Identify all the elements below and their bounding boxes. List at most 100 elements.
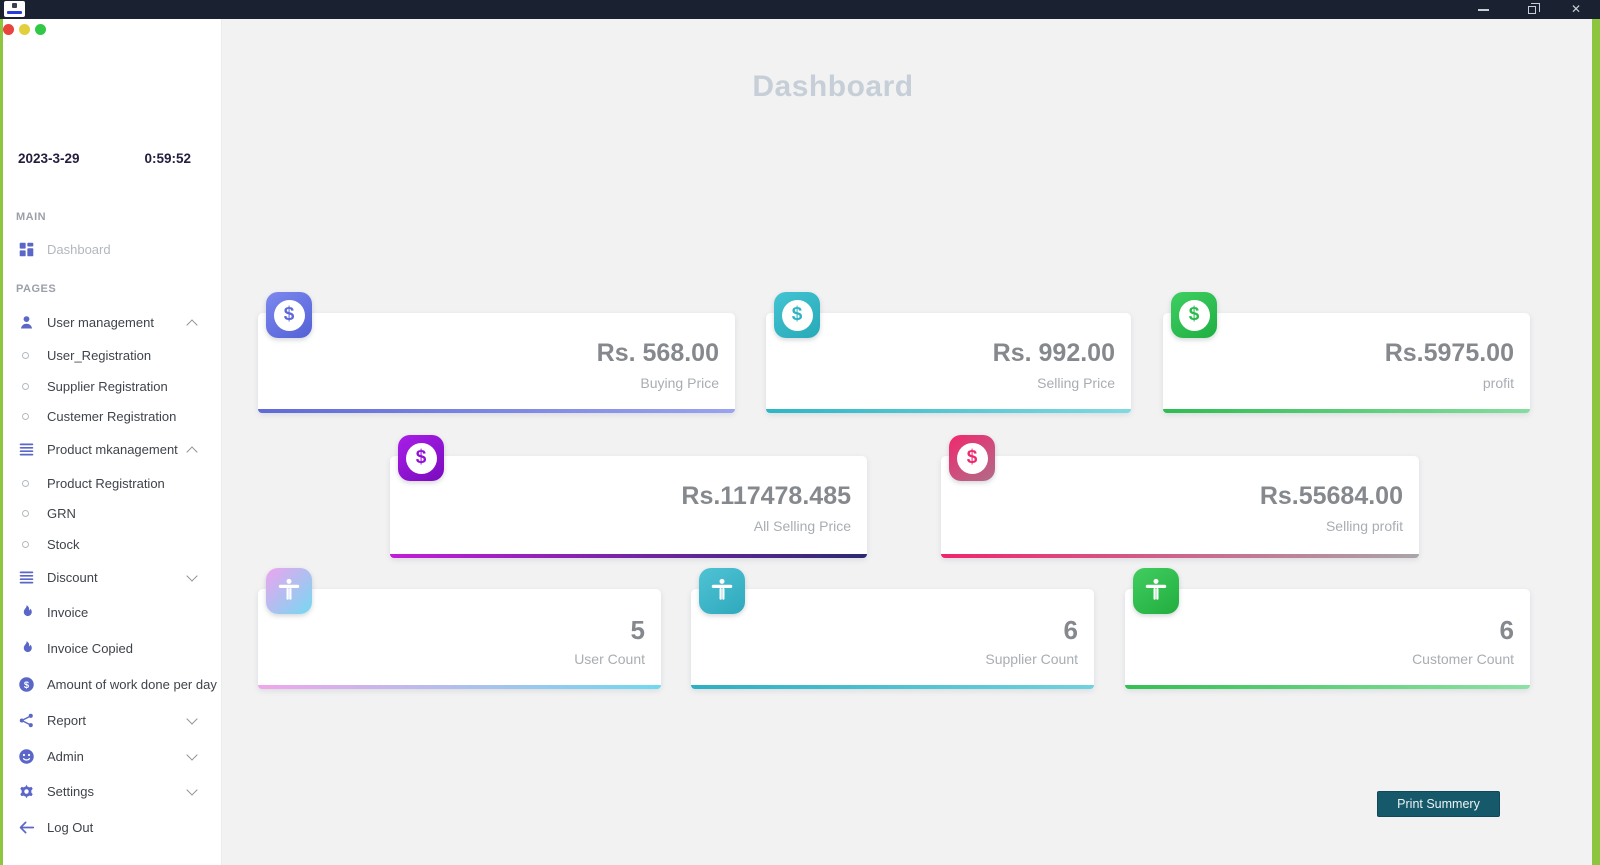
card-accent-underline: [691, 685, 1094, 689]
face-icon: [18, 748, 35, 765]
sidebar-item-settings[interactable]: Settings: [0, 777, 222, 805]
stat-label: User Count: [574, 651, 645, 667]
radio-circle-icon: [22, 479, 29, 487]
print-summary-button[interactable]: Print Summery: [1377, 791, 1500, 817]
stat-card-selling-profit: $ Rs.55684.00 Selling profit: [941, 435, 1419, 558]
stat-card-supplier-count: 6 Supplier Count: [691, 568, 1094, 689]
svg-text:$: $: [24, 679, 30, 689]
stat-card-profit: $ Rs.5975.00 profit: [1163, 292, 1530, 413]
chevron-up-icon: [188, 443, 200, 455]
sidebar-item-label: User_Registration: [47, 347, 152, 363]
close-icon: ✕: [1570, 2, 1582, 16]
flame-icon: [18, 640, 35, 657]
sidebar-item-log-out[interactable]: Log Out: [0, 813, 222, 841]
page-title: Dashboard: [752, 70, 914, 103]
sidebar-item-custemer-registration[interactable]: Custemer Registration: [0, 402, 222, 430]
stat-value: Rs.55684.00: [1259, 482, 1403, 510]
stat-label: All Selling Price: [753, 518, 851, 534]
traffic-light-yellow-icon[interactable]: [19, 24, 30, 35]
sidebar-item-label: Discount: [47, 569, 98, 585]
section-label-main: MAIN: [16, 211, 47, 223]
list-icon: [18, 441, 35, 458]
share-icon: [18, 712, 35, 729]
maximize-button[interactable]: [1517, 0, 1547, 19]
dollar-circle-icon: $: [18, 676, 35, 693]
traffic-light-green-icon[interactable]: [35, 24, 46, 35]
dollar-badge-icon: $: [949, 435, 995, 481]
sidebar-item-report[interactable]: Report: [0, 706, 222, 734]
maximize-icon: [1528, 2, 1540, 14]
stat-value: 6: [1063, 615, 1078, 645]
dollar-badge-icon: $: [774, 292, 820, 338]
stat-card-customer-count: 6 Customer Count: [1125, 568, 1530, 689]
sidebar-item-label: Log Out: [47, 819, 94, 835]
dashboard-grid-icon: [18, 241, 35, 258]
sidebar-item-invoice[interactable]: Invoice: [0, 598, 222, 626]
dollar-glyph: $: [415, 447, 427, 468]
sidebar-item-label: Report: [47, 712, 87, 728]
sidebar-item-label: Invoice Copied: [47, 640, 133, 656]
person-badge-icon: [1133, 568, 1179, 614]
card-accent-underline: [766, 409, 1131, 413]
stat-label: Supplier Count: [985, 651, 1078, 667]
sidebar-item-label: Supplier Registration: [47, 378, 168, 394]
sidebar-item-admin[interactable]: Admin: [0, 742, 222, 770]
card-accent-underline: [1163, 409, 1530, 413]
titlebar: ✕: [0, 0, 1600, 19]
stat-value: Rs. 568.00: [596, 339, 719, 367]
chevron-down-icon: [188, 714, 200, 726]
sidebar-item-label: Admin: [47, 748, 84, 764]
stat-card-selling-price: $ Rs. 992.00 Selling Price: [766, 292, 1131, 413]
sidebar-item-grn[interactable]: GRN: [0, 499, 222, 527]
stat-card-user-count: 5 User Count: [258, 568, 661, 689]
sidebar-item-user-registration[interactable]: User_Registration: [0, 341, 222, 369]
date-label: 2023-3-29: [18, 151, 80, 166]
app-logo-mark: [12, 3, 17, 8]
time-label: 0:59:52: [144, 151, 191, 166]
stat-label: Selling profit: [1325, 518, 1403, 534]
minimize-button[interactable]: [1468, 0, 1498, 19]
sidebar-item-stock[interactable]: Stock: [0, 530, 222, 558]
sidebar-item-invoice-copied[interactable]: Invoice Copied: [0, 634, 222, 662]
radio-circle-icon: [22, 382, 29, 390]
chevron-up-icon: [188, 316, 200, 328]
sidebar-item-dashboard[interactable]: Dashboard: [0, 235, 222, 263]
list-icon: [18, 569, 35, 586]
dollar-badge-icon: $: [1171, 292, 1217, 338]
gear-icon: [18, 783, 35, 800]
stat-card-buying-price: $ Rs. 568.00 Buying Price: [258, 292, 735, 413]
sidebar-item-product-registration[interactable]: Product Registration: [0, 469, 222, 497]
stat-label: profit: [1482, 375, 1514, 391]
sidebar-item-label: Dashboard: [47, 241, 111, 257]
desktop-edge-right: [1592, 19, 1600, 865]
card-accent-underline: [390, 554, 867, 558]
person-badge-icon: [699, 568, 745, 614]
sidebar-item-label: Settings: [47, 783, 94, 799]
stat-value: Rs.5975.00: [1384, 339, 1514, 367]
sidebar: 2023-3-29 0:59:52 MAIN Dashboard PAGES U…: [0, 19, 222, 865]
radio-circle-icon: [22, 509, 29, 517]
sidebar-item-user-management[interactable]: User management: [0, 308, 222, 336]
sidebar-item-label: User management: [47, 314, 154, 330]
sidebar-item-label: Stock: [47, 536, 80, 552]
chevron-down-icon: [188, 785, 200, 797]
sidebar-item-label: Custemer Registration: [47, 408, 177, 424]
dollar-glyph: $: [283, 304, 295, 325]
chevron-down-icon: [188, 750, 200, 762]
sidebar-item-supplier-registration[interactable]: Supplier Registration: [0, 372, 222, 400]
flame-icon: [18, 604, 35, 621]
close-button[interactable]: ✕: [1561, 0, 1591, 19]
stat-value: 6: [1499, 615, 1514, 645]
dollar-glyph: $: [966, 447, 978, 468]
sidebar-item-label: GRN: [47, 505, 76, 521]
traffic-light-red-icon[interactable]: [3, 24, 14, 35]
sidebar-item-amount-of-work[interactable]: $ Amount of work done per day: [0, 670, 222, 698]
stat-value: Rs.117478.485: [681, 482, 851, 510]
person-badge-icon: [266, 568, 312, 614]
sidebar-item-label: Amount of work done per day: [47, 676, 217, 692]
user-icon: [18, 314, 35, 331]
dollar-badge-icon: $: [398, 435, 444, 481]
sidebar-item-product-management[interactable]: Product mkanagement: [0, 435, 222, 463]
sidebar-item-discount[interactable]: Discount: [0, 563, 222, 591]
radio-circle-icon: [22, 412, 29, 420]
